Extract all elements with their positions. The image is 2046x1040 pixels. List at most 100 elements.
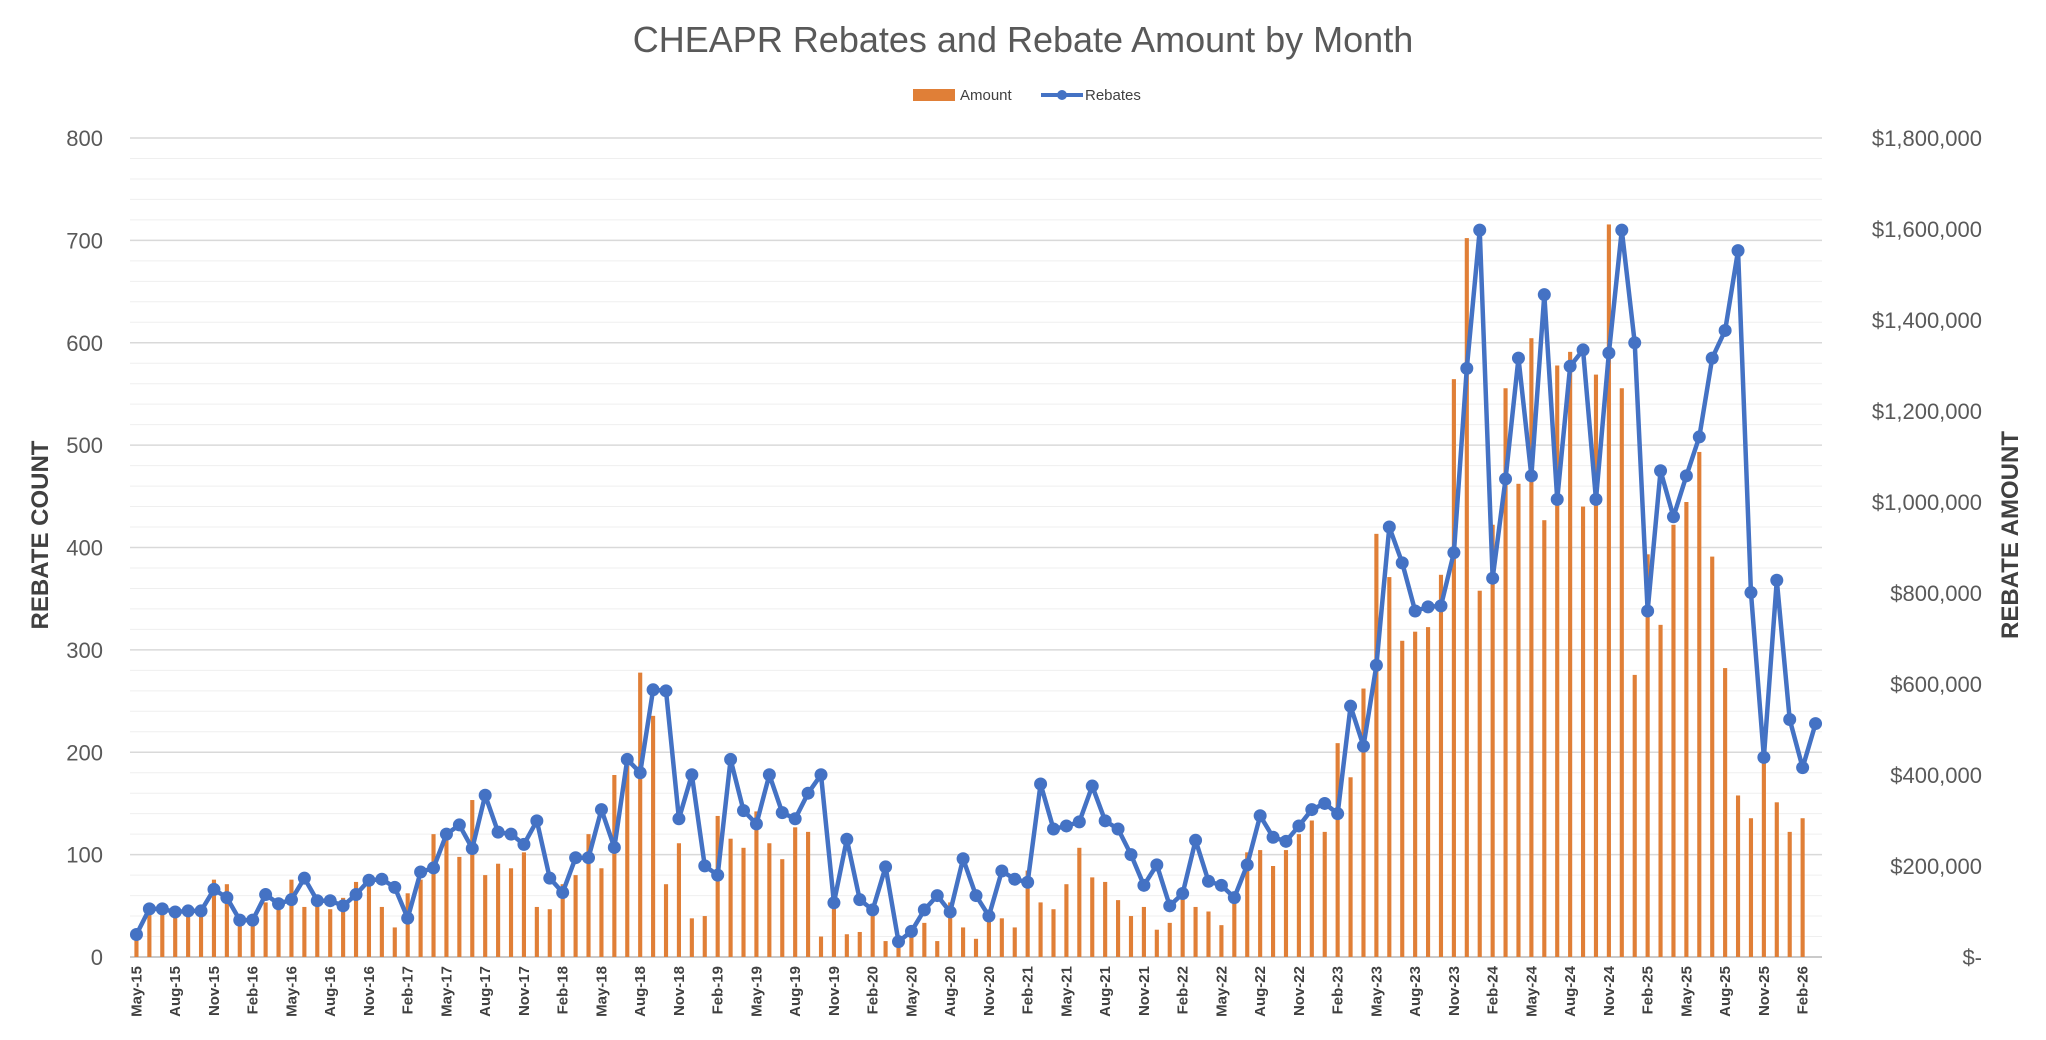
amount-bar — [1400, 640, 1405, 957]
rebates-point — [233, 913, 247, 927]
amount-bar — [1038, 902, 1043, 957]
amount-bar — [1245, 852, 1250, 957]
amount-bar — [1374, 533, 1379, 957]
x-tick-label: Feb-16 — [245, 966, 262, 1014]
rebates-point — [582, 851, 596, 865]
amount-bar — [1697, 451, 1702, 957]
rebates-point — [620, 752, 634, 766]
amount-bar — [676, 843, 681, 957]
amount-bar — [289, 879, 294, 957]
left-tick-label: 200 — [66, 740, 103, 765]
rebates-point — [788, 812, 802, 826]
rebates-point — [1434, 599, 1448, 613]
x-tick-label: May-23 — [1368, 966, 1385, 1017]
amount-bar — [1361, 688, 1366, 957]
x-tick-label: Aug-22 — [1252, 966, 1269, 1017]
rebates-point — [1046, 822, 1060, 836]
rebates-point — [646, 683, 660, 697]
amount-bar — [625, 765, 630, 957]
rebates-point — [427, 861, 441, 875]
x-tick-label: Nov-25 — [1756, 966, 1773, 1016]
amount-bar — [806, 831, 811, 957]
rebates-point — [1731, 244, 1745, 258]
amount-bar — [211, 879, 217, 957]
rebates-point — [1408, 604, 1422, 618]
rebates-point — [246, 913, 260, 927]
rebates-point — [1615, 223, 1629, 237]
x-tick-label: Aug-21 — [1097, 966, 1114, 1017]
amount-bar — [1735, 795, 1741, 957]
amount-bar — [198, 913, 204, 957]
amount-bar — [1438, 574, 1444, 957]
right-tick-label: $- — [1962, 945, 1982, 970]
rebates-point — [1757, 750, 1771, 764]
rebates-point — [168, 905, 182, 919]
x-tick-label: Nov-23 — [1446, 966, 1463, 1016]
rebates-point — [1460, 361, 1474, 375]
x-tick-label: Nov-15 — [206, 966, 223, 1016]
legend-swatch-rebates-marker — [1057, 90, 1067, 100]
amount-bar — [715, 815, 720, 957]
right-axis-ticks: $- $200,000 $400,000 $600,000 $800,000 $1,000… — [1872, 126, 1982, 970]
rebates-point — [879, 860, 893, 874]
amount-bar — [276, 904, 281, 957]
chart-title: CHEAPR Rebates and Rebate Amount by Mont… — [633, 19, 1413, 60]
rebates-point — [801, 786, 815, 800]
amount-bar — [547, 909, 552, 957]
amount-bar — [302, 906, 307, 957]
rebates-point — [853, 893, 867, 907]
rebates-point — [1240, 858, 1254, 872]
amount-bar — [663, 884, 669, 957]
amount-bar — [1490, 524, 1495, 957]
amount-bar — [1296, 834, 1301, 957]
rebates-point — [1253, 809, 1267, 823]
amount-bar — [1619, 388, 1624, 957]
rebates-point — [917, 903, 931, 917]
amount-bar — [1658, 624, 1663, 957]
amount-bar — [263, 902, 268, 957]
rebates-point — [401, 911, 415, 925]
rebates-point — [1266, 830, 1280, 844]
right-tick-label: $800,000 — [1890, 581, 1982, 606]
rebates-series-line — [134, 227, 1818, 944]
rebates-point — [1150, 858, 1164, 872]
rebates-point — [1369, 658, 1383, 672]
amount-bar — [237, 918, 242, 957]
rebates-point — [1356, 739, 1370, 753]
amount-bar — [638, 672, 643, 957]
amount-bar — [961, 927, 966, 957]
rebates-point — [749, 817, 763, 831]
x-tick-label: Nov-24 — [1601, 965, 1618, 1016]
x-tick-label: Feb-22 — [1175, 966, 1192, 1014]
amount-bar — [1684, 502, 1689, 957]
x-tick-label: May-20 — [903, 966, 920, 1017]
rebates-point — [930, 889, 944, 903]
amount-bar — [973, 938, 979, 957]
rebates-point — [297, 871, 311, 885]
amount-bar — [1632, 674, 1637, 957]
rebates-point — [1718, 323, 1732, 337]
rebates-point — [1189, 833, 1203, 847]
rebates-point — [904, 924, 918, 938]
amount-bar — [754, 811, 759, 957]
rebates-point — [142, 902, 156, 916]
rebates-point — [1137, 878, 1151, 892]
rebates-point — [1318, 796, 1332, 810]
amount-bar — [1154, 929, 1159, 957]
rebates-point — [1576, 343, 1590, 357]
amount-bar — [483, 875, 488, 957]
x-tick-label: Feb-20 — [865, 966, 882, 1014]
rebates-point — [362, 873, 376, 887]
amount-bar — [392, 927, 397, 957]
left-tick-label: 0 — [91, 945, 103, 970]
amount-bar — [922, 922, 927, 957]
left-axis-title: REBATE COUNT — [27, 440, 54, 629]
right-tick-label: $400,000 — [1890, 763, 1982, 788]
amount-bar — [870, 911, 875, 957]
rebates-point — [685, 768, 699, 782]
amount-bar — [160, 911, 165, 957]
amount-bar — [224, 884, 229, 957]
rebates-point — [1679, 469, 1693, 483]
amount-bar — [1025, 870, 1030, 957]
amount-bar — [147, 913, 152, 957]
